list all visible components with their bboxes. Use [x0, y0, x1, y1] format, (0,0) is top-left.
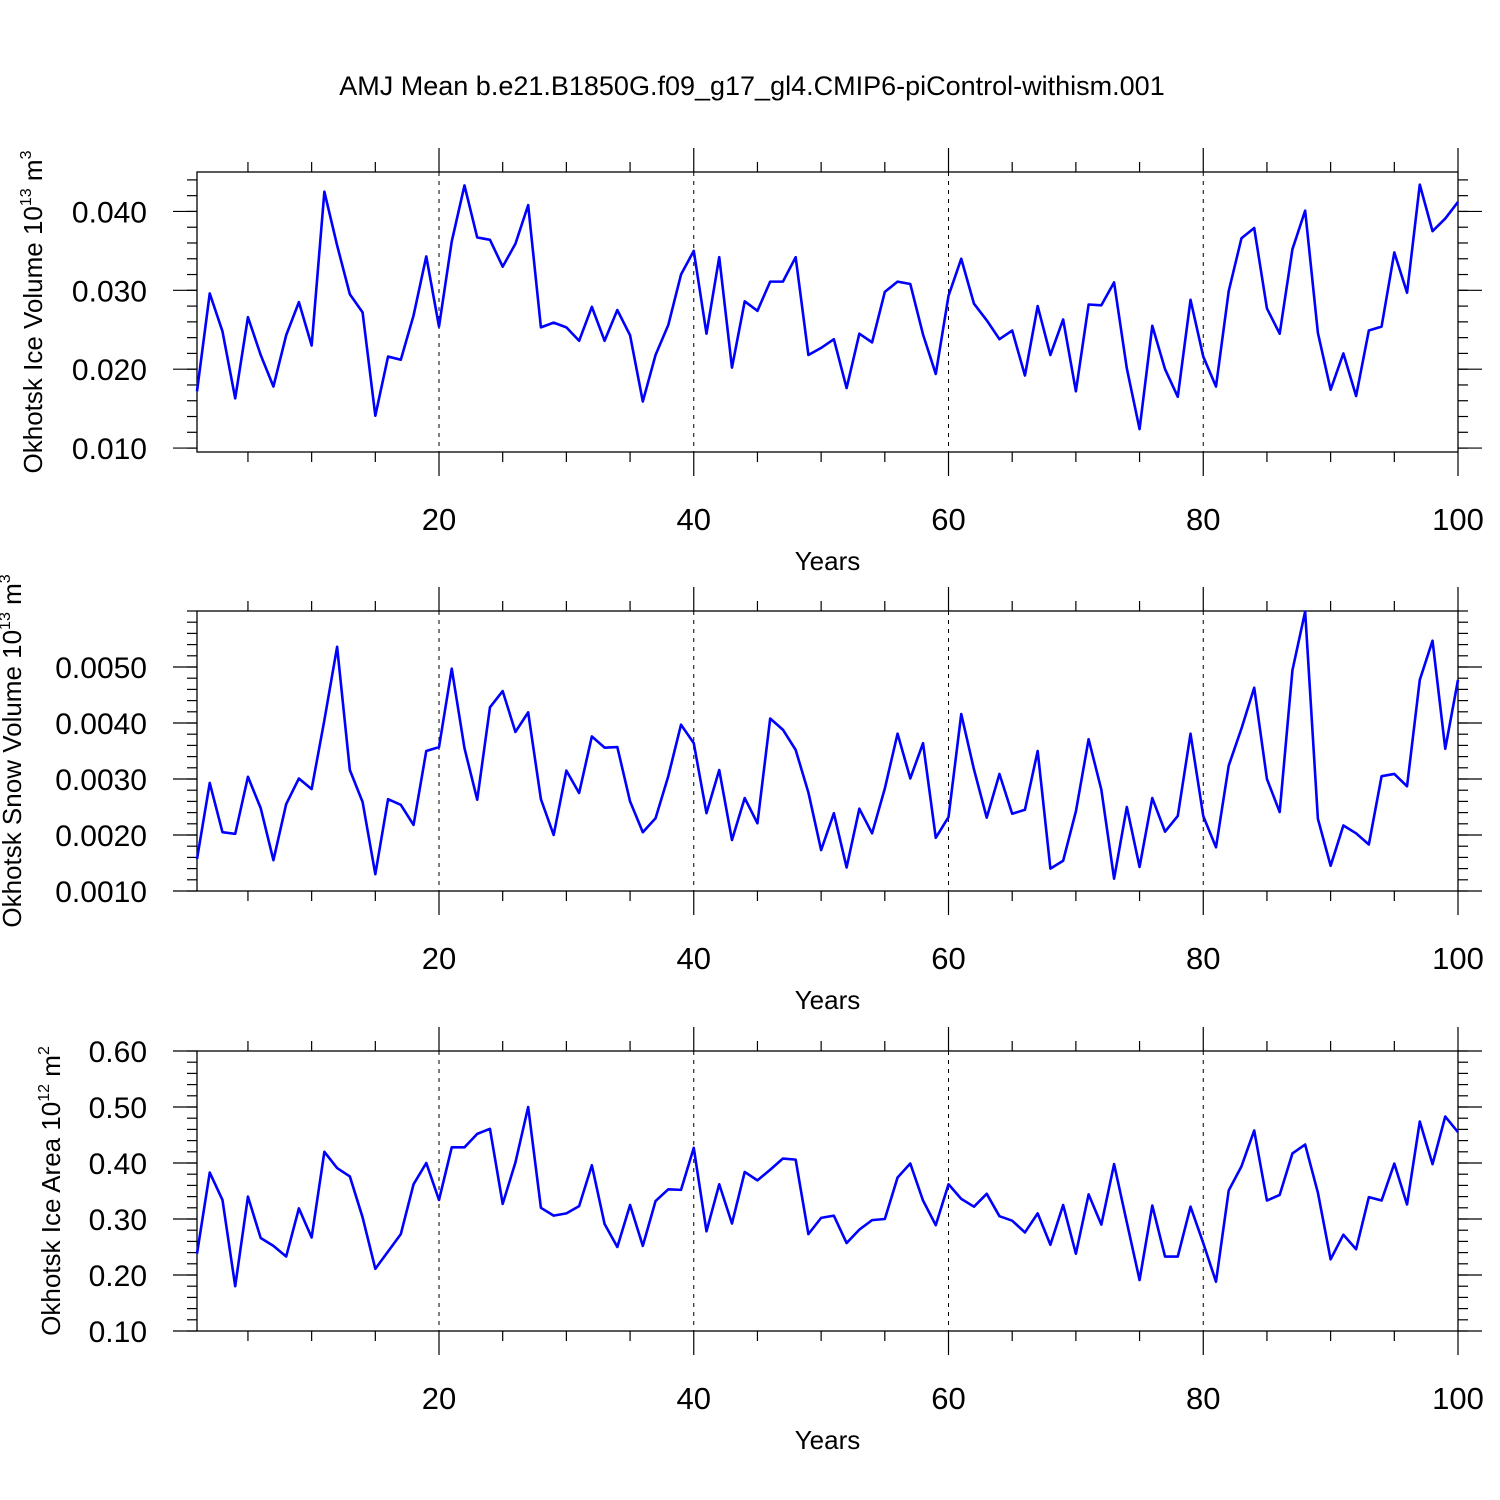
ice-area-ytick-label: 0.30	[89, 1204, 147, 1237]
snow-volume-ytick-label: 0.0010	[55, 876, 147, 909]
ice-area-xtick-label: 100	[1432, 1381, 1484, 1416]
ice-area-ytick-label: 0.20	[89, 1260, 147, 1293]
snow-volume-plot-frame	[196, 610, 1459, 892]
ice-volume-y-axis-label-exponent: 13	[18, 188, 35, 206]
ice-area-ytick-label: 0.60	[89, 1036, 147, 1069]
ice-area-ytick-label: 0.40	[89, 1148, 147, 1181]
ice-area-ytick-label: 0.10	[89, 1316, 147, 1349]
ice-area-x-axis-label: Years	[795, 1425, 861, 1455]
ice-volume-xtick-label: 80	[1186, 502, 1220, 537]
snow-volume-xtick-label: 100	[1432, 941, 1484, 976]
ice-area-xtick-label: 80	[1186, 1381, 1220, 1416]
ice-volume-ytick-label: 0.010	[72, 433, 147, 466]
ice-volume-plot-frame	[196, 171, 1459, 453]
snow-volume-panel: 0.0010 0.0020 0.0030 0.0040 0.0050 20 40 60 80 10…	[0, 574, 1484, 1015]
ice-area-y-axis-label: Okhotsk Ice Area 1012 m2	[36, 1046, 66, 1336]
ice-volume-ytick-label: 0.040	[72, 196, 147, 229]
ice-volume-y-axis-label-text: Okhotsk Ice Volume 10	[18, 206, 48, 473]
snow-volume-y-axis-label-unit-exponent: 3	[0, 574, 14, 583]
ice-volume-panel: 0.010 0.020 0.030 0.040 20 40 60 80 100 Years Okho…	[18, 148, 1484, 576]
snow-volume-xtick-label: 60	[931, 941, 965, 976]
ice-volume-series-line	[195, 183, 1460, 431]
ice-volume-ytick-label: 0.030	[72, 275, 147, 308]
figure-title: AMJ Mean b.e21.B1850G.f09_g17_gl4.CMIP6-…	[339, 71, 1164, 101]
snow-volume-y-axis-label: Okhotsk Snow Volume 1013 m3	[0, 574, 27, 927]
ice-volume-y-axis-label-unit-exponent: 3	[18, 150, 35, 159]
ice-area-ytick-label: 0.50	[89, 1092, 147, 1125]
snow-volume-ytick-label: 0.0050	[55, 652, 147, 685]
snow-volume-xtick-label: 20	[422, 941, 456, 976]
ice-area-xtick-label: 60	[931, 1381, 965, 1416]
ice-volume-y-axis-label: Okhotsk Ice Volume 1013 m3	[18, 150, 48, 473]
ice-area-y-axis-label-unit: m	[36, 1055, 66, 1084]
ice-area-y-axis-label-text: Okhotsk Ice Area 10	[36, 1102, 66, 1336]
ice-area-xtick-label: 40	[677, 1381, 711, 1416]
ice-volume-x-axis-label: Years	[795, 546, 861, 576]
snow-volume-xtick-label: 80	[1186, 941, 1220, 976]
ice-volume-xtick-label: 60	[931, 502, 965, 537]
snow-volume-x-axis-label: Years	[795, 985, 861, 1015]
ice-area-y-axis-label-exponent: 12	[36, 1084, 53, 1102]
ice-area-panel: 0.10 0.20 0.30 0.40 0.50 0.60 20 40 60 80 100 Years…	[36, 1027, 1484, 1455]
ice-volume-xtick-label: 40	[677, 502, 711, 537]
snow-volume-y-axis-label-exponent: 13	[0, 612, 14, 630]
ice-volume-xtick-label: 20	[422, 502, 456, 537]
snow-volume-y-axis-label-unit: m	[0, 583, 27, 612]
ice-volume-ytick-label: 0.020	[72, 354, 147, 387]
snow-volume-ytick-label: 0.0030	[55, 764, 147, 797]
ice-area-plot-frame	[196, 1050, 1459, 1332]
snow-volume-ytick-label: 0.0020	[55, 820, 147, 853]
ice-area-y-axis-label-unit-exponent: 2	[36, 1046, 53, 1055]
snow-volume-xtick-label: 40	[677, 941, 711, 976]
ice-area-series-line	[195, 1105, 1460, 1288]
ice-area-xtick-label: 20	[422, 1381, 456, 1416]
snow-volume-ytick-label: 0.0040	[55, 708, 147, 741]
ice-volume-xtick-label: 100	[1432, 502, 1484, 537]
snow-volume-series-line	[195, 610, 1460, 880]
ice-volume-y-axis-label-unit: m	[18, 159, 48, 188]
snow-volume-y-axis-label-text: Okhotsk Snow Volume 10	[0, 630, 27, 928]
